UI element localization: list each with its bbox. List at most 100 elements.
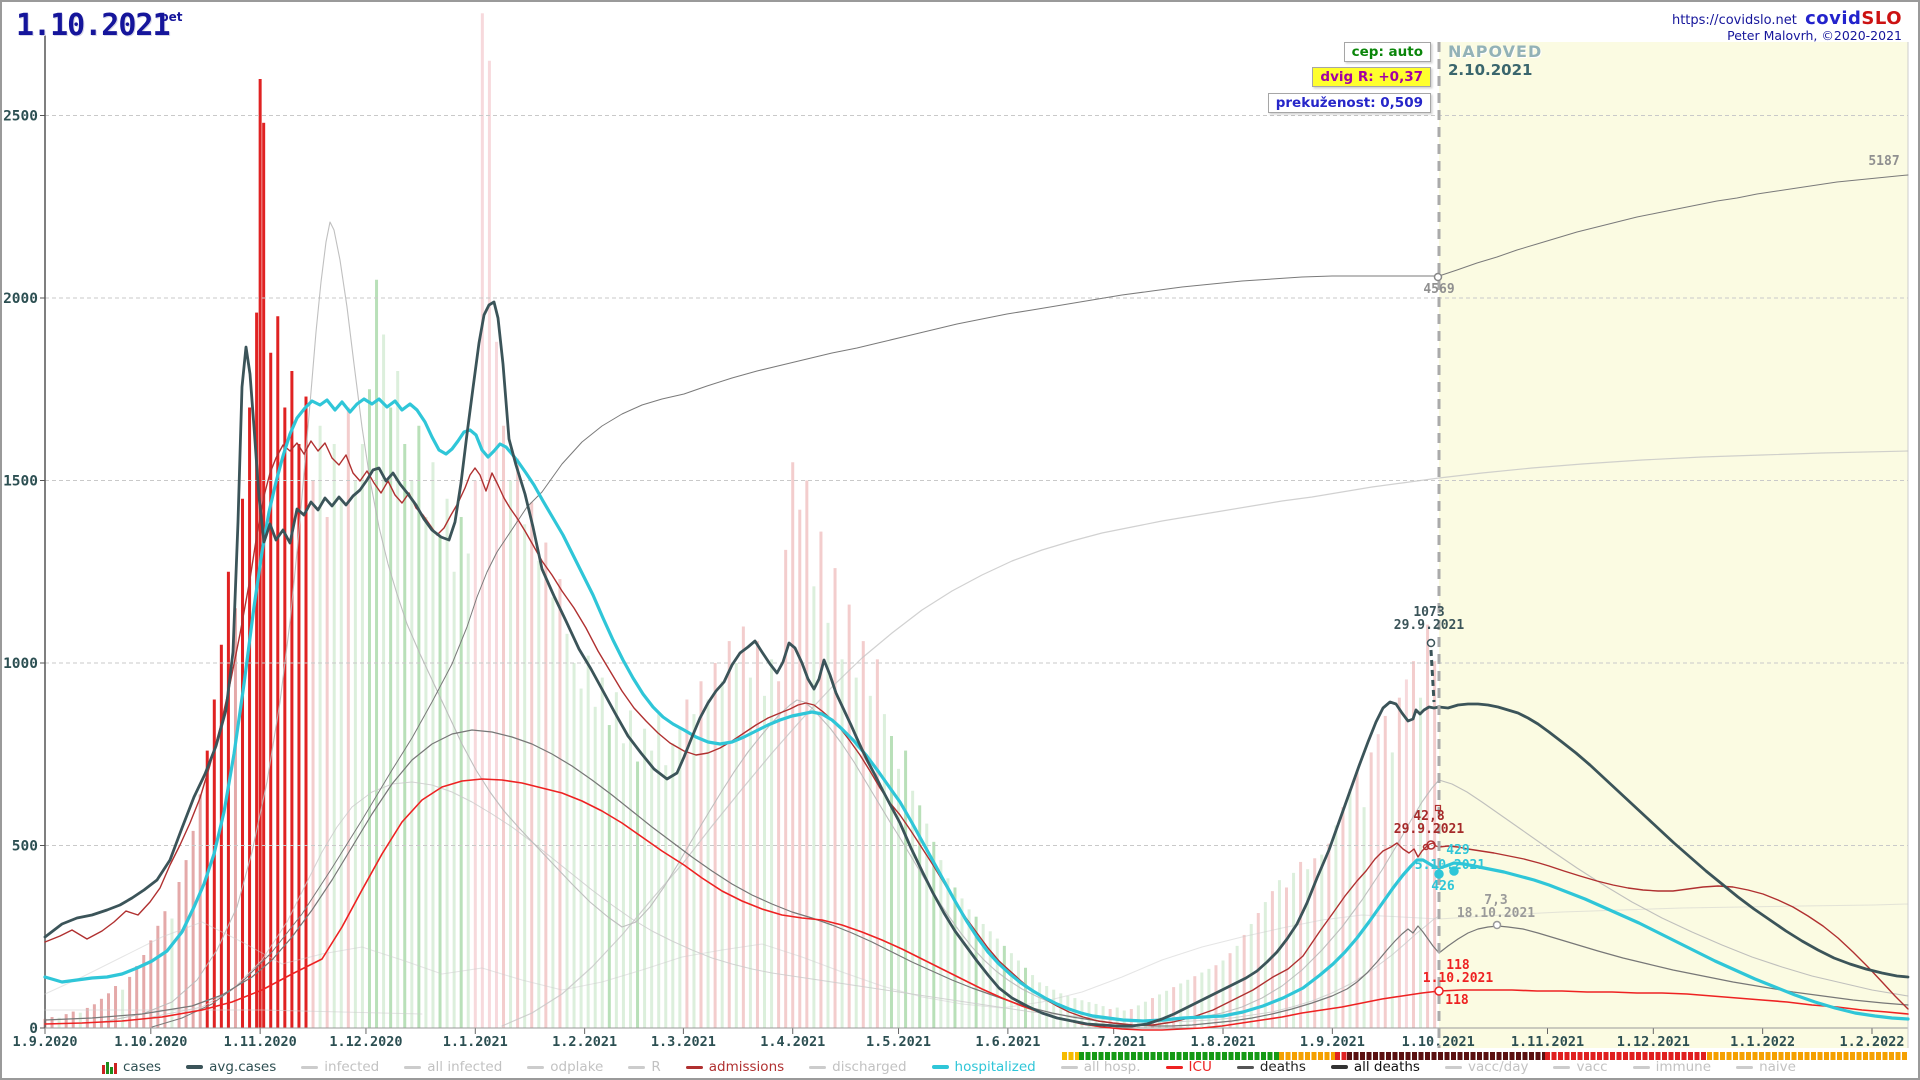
legend-item-label: admissions (708, 1059, 785, 1075)
cases-bar (184, 860, 188, 1028)
cases-bar (297, 444, 301, 1028)
cases-bar (424, 517, 428, 1028)
cases-bar (1136, 1005, 1140, 1028)
cases-bar (565, 633, 569, 1028)
cases-bar (882, 714, 886, 1028)
cases-bar (1292, 872, 1296, 1028)
series-hospitalized (43, 397, 1910, 1023)
legend-line-icon (628, 1065, 646, 1069)
author-copyright: Peter Malovrh, ©2020-2021 (1727, 28, 1902, 43)
legend-item-label: naive (1759, 1059, 1796, 1075)
annotation-avg-peak: 1073 29.9.2021 (1393, 605, 1465, 633)
weekday-label: pet (160, 10, 183, 24)
cases-bar (911, 790, 915, 1028)
legend-line-icon (301, 1065, 319, 1069)
cases-bar (1009, 953, 1013, 1028)
annotation-all-deaths-current: 4569 (1423, 282, 1455, 297)
cases-bar (734, 663, 738, 1028)
cases-bar (226, 571, 230, 1028)
cases-bar (1214, 965, 1218, 1028)
legend-item-cases[interactable]: cases (102, 1059, 161, 1075)
legend-item-deaths[interactable]: deaths (1236, 1059, 1306, 1075)
legend-item-admissions[interactable]: admissions (685, 1059, 785, 1075)
series-infected (101, 221, 1909, 1023)
x-axis-label: 1.12.2020 (329, 1034, 402, 1050)
x-axis-label: 1.6.2021 (975, 1034, 1040, 1050)
cases-bar (770, 659, 774, 1028)
cases-bar (258, 79, 262, 1028)
cases-bar (995, 938, 999, 1028)
legend-item-naive[interactable]: naive (1736, 1059, 1796, 1075)
legend-item-all-deaths[interactable]: all deaths (1330, 1059, 1420, 1075)
x-axis-label: 1.7.2021 (1081, 1034, 1146, 1050)
cases-bar (219, 644, 223, 1028)
legend-item-label: hospitalized (954, 1059, 1036, 1075)
point-marker-6 (1449, 866, 1459, 876)
y-axis-label-1000: 1000 (3, 656, 38, 672)
series-R (44, 903, 1909, 1009)
cases-bar (777, 681, 781, 1028)
cases-bar (452, 571, 456, 1028)
cases-bar (523, 524, 527, 1028)
cases-bar (600, 677, 604, 1028)
cases-bar (706, 699, 710, 1028)
legend-item-label: ICU (1188, 1059, 1212, 1075)
cases-bar (276, 316, 280, 1028)
cases-bar (114, 986, 118, 1028)
cases-bar (170, 918, 174, 1028)
legend-item-r[interactable]: R (628, 1059, 661, 1075)
legend-item-all-hosp-[interactable]: all hosp. (1060, 1059, 1141, 1075)
cases-bar (339, 498, 343, 1028)
legend-line-icon (931, 1065, 949, 1069)
forecast-title: NAPOVED (1448, 42, 1543, 61)
cases-bar (332, 444, 336, 1028)
cases-bar (1158, 994, 1162, 1028)
legend-item-immune[interactable]: immune (1632, 1059, 1711, 1075)
x-axis-label: 1.11.2021 (1511, 1034, 1584, 1050)
cases-bar (579, 688, 583, 1028)
cases-bar (438, 535, 442, 1028)
cases-bar (375, 279, 379, 1028)
legend-item-vacc[interactable]: vacc (1553, 1059, 1608, 1075)
cases-bar (763, 695, 767, 1028)
cases-bar (544, 542, 548, 1028)
legend-item-label: infected (324, 1059, 380, 1075)
cases-bar (304, 396, 308, 1028)
cases-bar (826, 622, 830, 1028)
cases-bar (346, 407, 350, 1028)
point-marker-4 (1434, 804, 1442, 812)
legend-item-vacc-day[interactable]: vacc/day (1444, 1059, 1528, 1075)
y-axis-label-2000: 2000 (3, 291, 38, 307)
cases-bar (318, 425, 322, 1028)
legend-item-hospitalized[interactable]: hospitalized (931, 1059, 1036, 1075)
legend-item-icu[interactable]: ICU (1165, 1059, 1212, 1075)
legend-line-icon (1330, 1065, 1348, 1069)
cases-bar (509, 480, 513, 1028)
cases-bar (1045, 986, 1049, 1028)
legend-item-label: R (651, 1059, 661, 1075)
site-url[interactable]: https://covidslo.net (1671, 13, 1797, 28)
legend-item-odplake[interactable]: odplake (527, 1059, 603, 1075)
cases-bar (403, 444, 407, 1028)
cases-bar (685, 699, 689, 1028)
cases-bar (64, 1014, 68, 1028)
legend-item-label: deaths (1259, 1059, 1306, 1075)
cases-bar (861, 641, 865, 1028)
cases-bar (614, 692, 618, 1028)
cases-bar (445, 498, 449, 1028)
cases-bar (572, 663, 576, 1028)
legend-item-infected[interactable]: infected (301, 1059, 379, 1075)
cases-bar (1426, 624, 1430, 1028)
cases-bar (389, 407, 393, 1028)
cases-bar (1242, 934, 1246, 1028)
legend-item-avg-cases[interactable]: avg.cases (186, 1059, 276, 1075)
cases-bar (1052, 989, 1056, 1028)
cases-bar (1397, 697, 1401, 1028)
cases-bar (530, 502, 534, 1028)
cases-bar (981, 923, 985, 1028)
legend-item-all-infected[interactable]: all infected (404, 1059, 502, 1075)
cases-bar (904, 750, 908, 1028)
legend-item-discharged[interactable]: discharged (809, 1059, 907, 1075)
cases-bar (607, 725, 611, 1028)
